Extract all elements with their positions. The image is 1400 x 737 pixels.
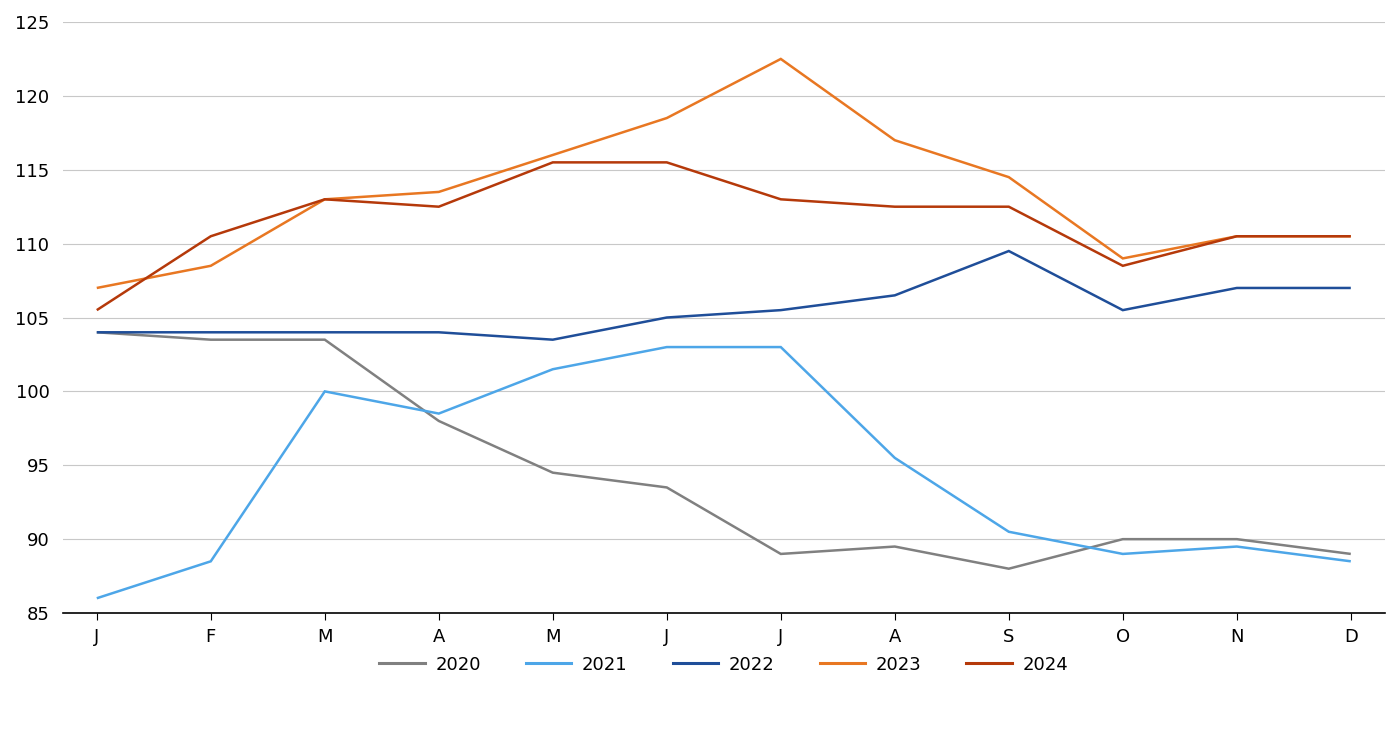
2021 bbox=[773, 343, 790, 352]
2024 bbox=[1228, 232, 1245, 241]
2024 bbox=[88, 306, 105, 315]
2024 bbox=[1001, 202, 1018, 211]
2021 bbox=[88, 594, 105, 603]
2023 bbox=[773, 55, 790, 63]
2020 bbox=[316, 335, 333, 344]
2022 bbox=[886, 291, 903, 300]
2020 bbox=[88, 328, 105, 337]
2024 bbox=[430, 202, 447, 211]
2020 bbox=[203, 335, 220, 344]
2020 bbox=[773, 550, 790, 559]
2024 bbox=[773, 195, 790, 203]
2021 bbox=[1343, 557, 1359, 566]
2021 bbox=[430, 409, 447, 418]
2021 bbox=[203, 557, 220, 566]
2022 bbox=[545, 335, 561, 344]
2022 bbox=[658, 313, 675, 322]
2021 bbox=[1001, 528, 1018, 537]
2021 bbox=[1114, 550, 1131, 559]
2022 bbox=[88, 328, 105, 337]
2024 bbox=[316, 195, 333, 203]
2021 bbox=[886, 453, 903, 462]
2023 bbox=[886, 136, 903, 144]
2022 bbox=[1228, 284, 1245, 293]
2022 bbox=[1001, 247, 1018, 256]
2022 bbox=[430, 328, 447, 337]
2022 bbox=[316, 328, 333, 337]
2023 bbox=[430, 187, 447, 196]
2023 bbox=[88, 284, 105, 293]
2023 bbox=[658, 113, 675, 122]
2021 bbox=[316, 387, 333, 396]
Line: 2024: 2024 bbox=[97, 162, 1351, 310]
2024 bbox=[1114, 262, 1131, 270]
2020 bbox=[1343, 550, 1359, 559]
2023 bbox=[545, 150, 561, 159]
2020 bbox=[1228, 535, 1245, 544]
2023 bbox=[203, 262, 220, 270]
2023 bbox=[1228, 232, 1245, 241]
2024 bbox=[1343, 232, 1359, 241]
2024 bbox=[545, 158, 561, 167]
2024 bbox=[203, 232, 220, 241]
2022 bbox=[203, 328, 220, 337]
2022 bbox=[773, 306, 790, 315]
2024 bbox=[886, 202, 903, 211]
2021 bbox=[545, 365, 561, 374]
2020 bbox=[1114, 535, 1131, 544]
2022 bbox=[1114, 306, 1131, 315]
2022 bbox=[1343, 284, 1359, 293]
2020 bbox=[430, 416, 447, 425]
Line: 2020: 2020 bbox=[97, 332, 1351, 569]
Legend: 2020, 2021, 2022, 2023, 2024: 2020, 2021, 2022, 2023, 2024 bbox=[372, 649, 1075, 681]
2021 bbox=[658, 343, 675, 352]
2024 bbox=[658, 158, 675, 167]
2020 bbox=[886, 542, 903, 551]
Line: 2021: 2021 bbox=[97, 347, 1351, 598]
2023 bbox=[1343, 232, 1359, 241]
2023 bbox=[316, 195, 333, 203]
2020 bbox=[545, 468, 561, 477]
2023 bbox=[1114, 254, 1131, 263]
2020 bbox=[658, 483, 675, 492]
Line: 2023: 2023 bbox=[97, 59, 1351, 288]
2023 bbox=[1001, 172, 1018, 181]
2021 bbox=[1228, 542, 1245, 551]
2020 bbox=[1001, 565, 1018, 573]
Line: 2022: 2022 bbox=[97, 251, 1351, 340]
